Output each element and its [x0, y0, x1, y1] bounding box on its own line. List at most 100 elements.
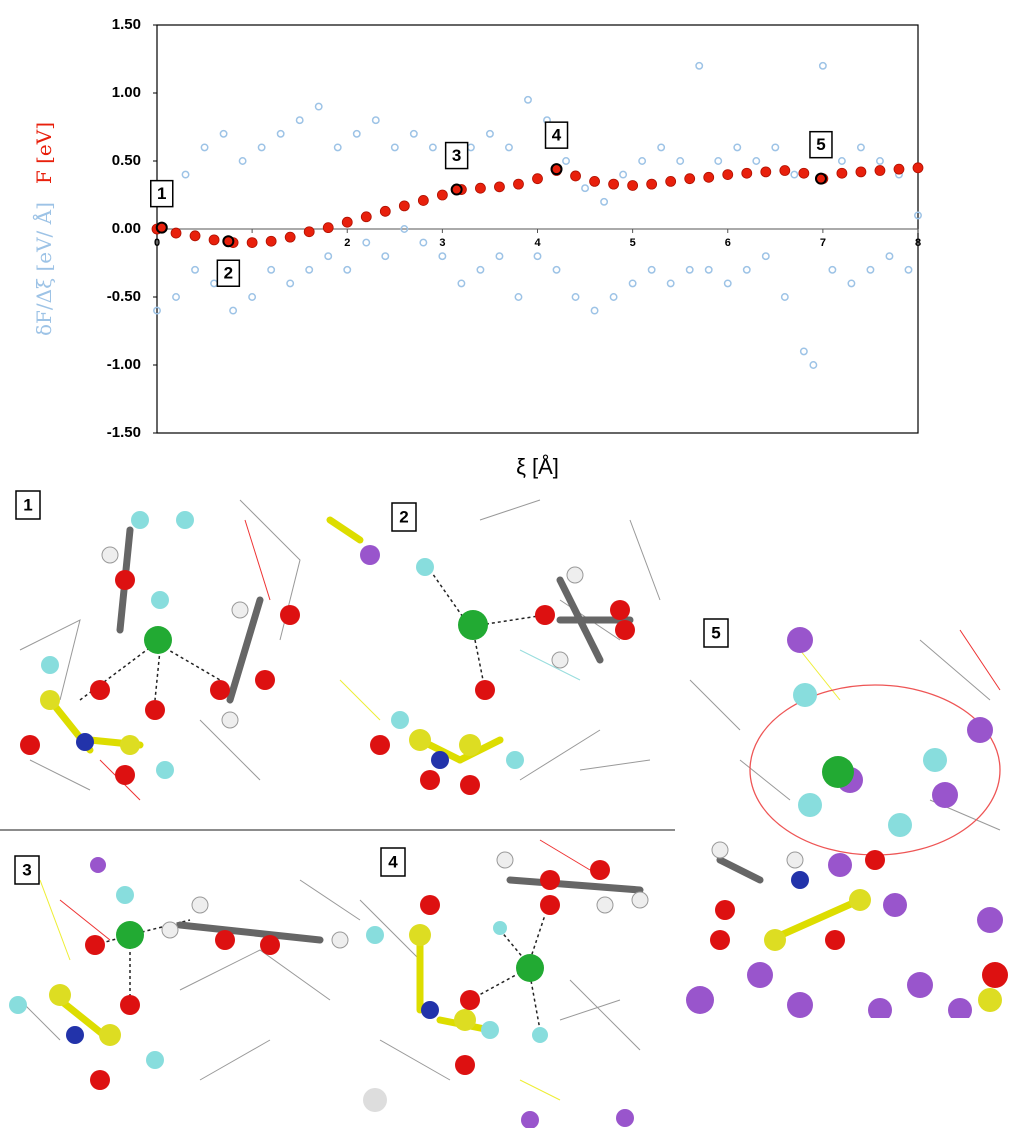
blue-point — [191, 265, 200, 274]
molecule-5 — [676, 627, 1017, 1030]
blue-point — [200, 143, 209, 152]
annotation-label: 2 — [224, 264, 233, 283]
red-point — [513, 178, 524, 190]
blue-point — [809, 361, 818, 369]
blue-point — [695, 61, 704, 70]
blue-point — [676, 157, 685, 165]
blue-point — [295, 116, 304, 125]
red-point — [189, 230, 201, 242]
blue-point — [704, 265, 713, 274]
highlight-point — [155, 221, 168, 234]
blue-point — [847, 279, 856, 288]
panel-label: 1 — [23, 495, 32, 514]
panel-label-box — [14, 855, 40, 885]
red-point — [360, 211, 372, 223]
annotation-box — [150, 179, 174, 208]
x-tick-label: 8 — [915, 237, 921, 249]
series-1 — [151, 162, 924, 249]
blue-point — [485, 129, 494, 138]
blue-point — [381, 252, 390, 261]
blue-point — [409, 129, 418, 138]
blue-point — [818, 61, 827, 70]
blue-point — [600, 197, 609, 206]
blue-point — [324, 252, 333, 261]
red-point — [874, 165, 886, 176]
x-tick-label: 0 — [154, 237, 160, 249]
red-point — [284, 231, 296, 243]
highlight-point — [450, 183, 463, 196]
x-axis-label: ξ [Å] — [516, 454, 559, 479]
blue-point — [771, 143, 780, 152]
red-point — [722, 169, 734, 181]
blue-point — [257, 143, 266, 152]
panel-label: 2 — [399, 507, 408, 526]
red-point — [665, 175, 677, 187]
red-point — [684, 173, 696, 185]
red-point — [627, 180, 639, 191]
blue-point — [428, 143, 437, 152]
blue-point — [790, 170, 799, 179]
blue-point — [210, 279, 219, 288]
blue-point — [723, 279, 732, 288]
red-point — [570, 170, 581, 182]
red-point — [836, 167, 848, 179]
blue-point — [914, 211, 922, 220]
blue-point — [219, 129, 228, 138]
red-point — [855, 166, 867, 178]
blue-point — [780, 293, 789, 301]
y-axis-label-part: F [eV] — [32, 122, 56, 184]
blue-point — [647, 265, 656, 274]
red-point — [341, 216, 353, 228]
red-point — [608, 178, 619, 190]
panel-label-box — [15, 490, 41, 520]
red-point — [703, 171, 715, 183]
blue-point — [238, 157, 247, 165]
snapshot-panels — [0, 499, 1017, 1128]
blue-point — [181, 170, 190, 179]
blue-point — [229, 306, 238, 315]
blue-point — [666, 279, 675, 288]
x-tick-label: 6 — [725, 237, 731, 249]
red-point — [893, 163, 905, 175]
x-tick-label: 4 — [534, 237, 541, 249]
blue-point — [581, 184, 590, 193]
red-point — [436, 189, 448, 201]
blue-point — [352, 129, 361, 138]
blue-point — [248, 293, 257, 301]
blue-point — [305, 265, 314, 274]
blue-point — [314, 102, 323, 111]
annotation-box — [544, 121, 569, 149]
blue-point — [552, 265, 561, 274]
blue-point — [343, 265, 352, 274]
y-tick-label: 1.50 — [112, 16, 141, 33]
blue-point — [419, 238, 428, 247]
blue-point — [438, 252, 447, 261]
red-point — [589, 175, 600, 187]
blue-point — [657, 143, 666, 152]
y-axis-label-part: δF/Δξ [eV/ Å] — [31, 202, 56, 336]
x-tick-label: 2 — [344, 237, 350, 249]
red-point — [779, 165, 791, 176]
blue-point — [333, 143, 342, 152]
blue-point — [466, 143, 475, 152]
blue-point — [609, 293, 618, 301]
highlight-point — [222, 235, 235, 248]
blue-point — [457, 279, 466, 288]
red-point — [912, 162, 924, 174]
blue-point — [533, 252, 542, 261]
blue-point — [885, 252, 894, 261]
panel-label-box — [391, 502, 417, 532]
blue-point — [628, 279, 637, 288]
red-point — [417, 195, 429, 206]
blue-point — [733, 143, 742, 152]
red-point — [532, 173, 543, 185]
blue-point — [172, 293, 180, 301]
red-point — [170, 227, 182, 239]
annotation-label: 3 — [452, 146, 461, 165]
blue-point — [619, 170, 628, 179]
red-point — [741, 167, 753, 179]
series-0 — [153, 61, 922, 369]
red-point — [798, 167, 810, 179]
panel-label: 4 — [388, 852, 398, 871]
red-point — [760, 166, 772, 178]
